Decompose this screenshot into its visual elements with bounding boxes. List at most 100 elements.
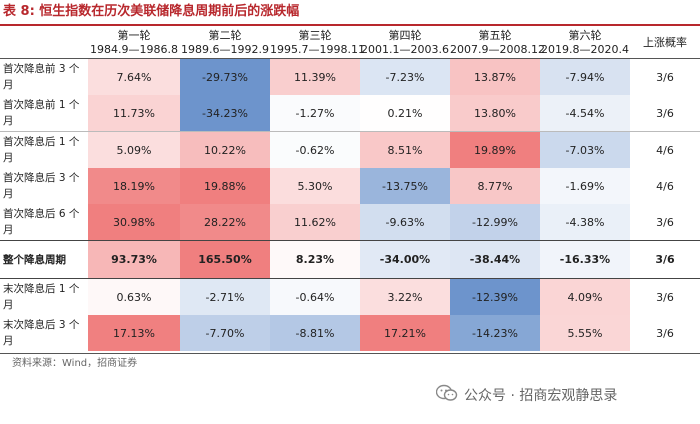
value-cell: -1.27% (270, 95, 360, 132)
row-label: 末次降息后 3 个月 (3, 319, 80, 347)
header-row: 第一轮 1984.9—1986.8 第二轮 1989.6—1992.9 第三轮 … (0, 27, 700, 59)
header-round-4: 第四轮 2001.1—2003.6 (360, 27, 450, 59)
round-name: 第六轮 (568, 28, 602, 42)
value-cell: 8.23% (270, 240, 360, 279)
value-cell: -7.23% (360, 58, 450, 95)
title-rule (0, 24, 700, 26)
watermark-text: 公众号 · 招商宏观静思录 (464, 388, 618, 404)
value-cell: 18.19% (88, 168, 180, 204)
value-cell: -16.33% (540, 240, 630, 279)
value-cell: -14.23% (450, 315, 540, 351)
round-name: 第二轮 (208, 28, 242, 42)
value-cell: 17.13% (88, 315, 180, 351)
header-round-3: 第三轮 1995.7—1998.11 (270, 27, 365, 59)
value-cell: 8.51% (360, 131, 450, 168)
value-cell: 13.80% (450, 95, 540, 132)
prob-cell: 3/6 (656, 326, 674, 340)
value-cell: 4.09% (540, 278, 630, 315)
prob-cell: 3/6 (656, 106, 674, 120)
prob-cell: 3/6 (656, 70, 674, 84)
round-name: 第一轮 (117, 28, 151, 42)
prob-cell: 4/6 (630, 131, 700, 168)
value-cell: 165.50% (180, 240, 270, 279)
bottom-rule (0, 353, 700, 354)
value-cell: 10.22% (180, 131, 270, 168)
value-cell: -0.62% (270, 131, 360, 168)
prob-cell: 4/6 (656, 179, 674, 193)
table-row: 首次降息后 1 个月 5.09% 10.22% -0.62% 8.51% 19.89% -7… (0, 131, 700, 168)
value-cell: 5.30% (270, 168, 360, 204)
table-row: 首次降息后 3 个月 18.19% 19.88% 5.30% -13.75% 8.77% -… (0, 168, 700, 204)
row-label: 首次降息后 6 个月 (3, 208, 80, 236)
row-label: 整个降息周期 (0, 240, 88, 279)
value-cell: -34.00% (360, 240, 450, 279)
round-period: 2001.1—2003.6 (361, 42, 449, 56)
value-cell: -2.71% (180, 278, 270, 315)
value-cell: -29.73% (180, 58, 270, 95)
value-cell: 5.09% (88, 131, 180, 168)
row-label: 末次降息后 1 个月 (3, 283, 80, 311)
value-cell: -4.38% (540, 204, 630, 241)
header-prob: 上涨概率 (643, 35, 687, 49)
header-round-6: 第六轮 2019.8—2020.4 (540, 27, 630, 59)
round-period: 2007.9—2008.12 (450, 42, 545, 56)
value-cell: 19.88% (180, 168, 270, 204)
value-cell: -12.99% (450, 204, 540, 241)
value-cell: -7.70% (180, 315, 270, 351)
value-cell: 30.98% (88, 204, 180, 241)
row-label: 首次降息后 3 个月 (3, 172, 80, 200)
value-cell: 93.73% (88, 240, 180, 279)
wechat-icon (435, 384, 458, 408)
value-cell: 28.22% (180, 204, 270, 241)
round-period: 1989.6—1992.9 (181, 42, 269, 56)
header-round-2: 第二轮 1989.6—1992.9 (180, 27, 270, 59)
value-cell: -7.94% (540, 58, 630, 95)
value-cell: -38.44% (450, 240, 540, 279)
returns-table: 第一轮 1984.9—1986.8 第二轮 1989.6—1992.9 第三轮 … (0, 27, 700, 351)
value-cell: 0.63% (88, 278, 180, 315)
value-cell: -1.69% (540, 168, 630, 204)
round-period: 2019.8—2020.4 (541, 42, 629, 56)
value-cell: 19.89% (450, 131, 540, 168)
prob-cell: 3/6 (656, 215, 674, 229)
header-round-5: 第五轮 2007.9—2008.12 (450, 27, 545, 59)
round-period: 1984.9—1986.8 (90, 42, 178, 56)
value-cell: -34.23% (180, 95, 270, 132)
table-row: 整个降息周期 93.73% 165.50% 8.23% -34.00% -38.44% -1… (0, 240, 700, 279)
value-cell: 11.62% (270, 204, 360, 241)
table-row: 末次降息后 3 个月 17.13% -7.70% -8.81% 17.21% -14.23… (0, 315, 700, 351)
row-label: 首次降息前 1 个月 (3, 99, 80, 127)
value-cell: 3.22% (360, 278, 450, 315)
header-round-1: 第一轮 1984.9—1986.8 (88, 27, 180, 59)
round-name: 第五轮 (478, 28, 512, 42)
table-title: 表 8: 恒生指数在历次美联储降息周期前后的涨跌幅 (3, 4, 300, 19)
value-cell: 13.87% (450, 58, 540, 95)
round-name: 第四轮 (388, 28, 422, 42)
value-cell: 11.73% (88, 95, 180, 132)
prob-cell: 3/6 (630, 240, 700, 279)
value-cell: -12.39% (450, 278, 540, 315)
value-cell: -4.54% (540, 95, 630, 132)
value-cell: -8.81% (270, 315, 360, 351)
header-corner (0, 27, 88, 59)
value-cell: -7.03% (540, 131, 630, 168)
table-row: 末次降息后 1 个月 0.63% -2.71% -0.64% 3.22% -12.39% 4… (0, 278, 700, 315)
table-row: 首次降息后 6 个月 30.98% 28.22% 11.62% -9.63% -12.99… (0, 204, 700, 241)
round-name: 第三轮 (298, 28, 332, 42)
value-cell: 11.39% (270, 58, 360, 95)
prob-cell: 3/6 (656, 290, 674, 304)
table-body: 首次降息前 3 个月 7.64% -29.73% 11.39% -7.23% 13.87%… (0, 58, 700, 351)
value-cell: 8.77% (450, 168, 540, 204)
watermark: 公众号 · 招商宏观静思录 (435, 384, 618, 408)
value-cell: 7.64% (88, 58, 180, 95)
table-row: 首次降息前 3 个月 7.64% -29.73% 11.39% -7.23% 13.87%… (0, 58, 700, 95)
source-note: 资料来源：Wind，招商证券 (12, 358, 138, 369)
row-label: 首次降息前 3 个月 (3, 63, 80, 91)
value-cell: 0.21% (360, 95, 450, 132)
row-label: 首次降息后 1 个月 (0, 131, 88, 168)
value-cell: -0.64% (270, 278, 360, 315)
round-period: 1995.7—1998.11 (270, 42, 365, 56)
value-cell: -9.63% (360, 204, 450, 241)
value-cell: 17.21% (360, 315, 450, 351)
value-cell: -13.75% (360, 168, 450, 204)
